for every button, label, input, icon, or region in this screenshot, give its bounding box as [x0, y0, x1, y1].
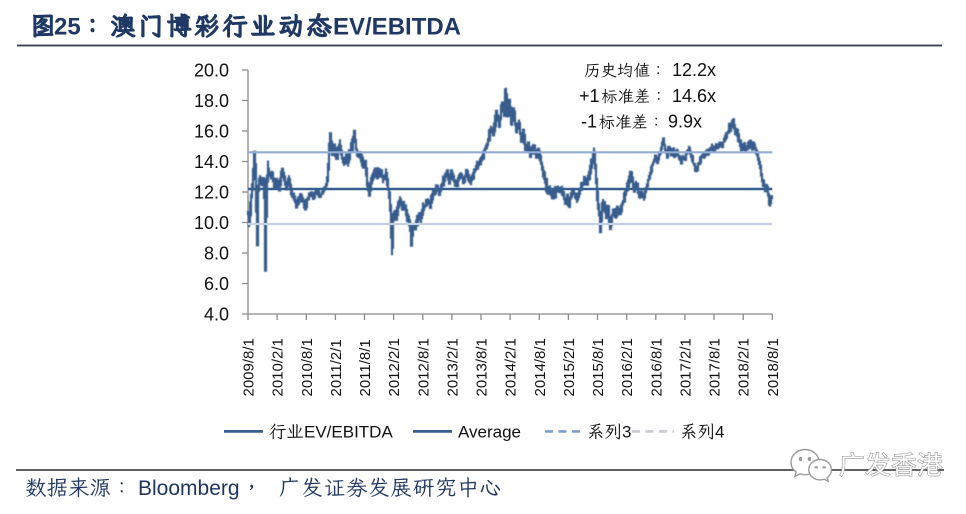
svg-text:2015/2/1: 2015/2/1	[561, 338, 578, 396]
svg-text:10.0: 10.0	[194, 213, 229, 233]
svg-text:EV/EBITDA: EV/EBITDA	[304, 423, 393, 442]
svg-text:2011/2/1: 2011/2/1	[328, 339, 345, 396]
svg-text:2016/8/1: 2016/8/1	[648, 338, 665, 396]
svg-text:2012/2/1: 2012/2/1	[386, 338, 403, 396]
svg-text:2012/8/1: 2012/8/1	[415, 338, 432, 396]
svg-text:EV/EBITDA: EV/EBITDA	[333, 14, 461, 41]
svg-text:2014/2/1: 2014/2/1	[503, 338, 520, 396]
svg-text:2011/8/1: 2011/8/1	[357, 339, 374, 396]
svg-text:2009/8/1: 2009/8/1	[241, 338, 258, 396]
svg-text:18.0: 18.0	[194, 91, 229, 111]
svg-text:+1: +1	[579, 86, 600, 106]
svg-text:2013/2/1: 2013/2/1	[444, 338, 461, 396]
svg-text:8.0: 8.0	[204, 243, 229, 263]
svg-text:25: 25	[54, 14, 81, 41]
svg-text:2018/8/1: 2018/8/1	[765, 338, 782, 396]
svg-text:2010/8/1: 2010/8/1	[299, 338, 316, 396]
svg-text:2015/8/1: 2015/8/1	[590, 338, 607, 396]
svg-text:2010/2/1: 2010/2/1	[270, 338, 287, 396]
svg-text:14.6x: 14.6x	[672, 86, 716, 106]
svg-text:9.9x: 9.9x	[668, 112, 702, 132]
svg-text:2017/8/1: 2017/8/1	[707, 338, 724, 396]
svg-text:14.0: 14.0	[194, 152, 229, 172]
svg-text:2014/8/1: 2014/8/1	[532, 338, 549, 396]
svg-text:Bloomberg: Bloomberg	[138, 477, 240, 500]
svg-text:4: 4	[715, 423, 724, 442]
svg-text:2013/8/1: 2013/8/1	[474, 338, 491, 396]
svg-text:2016/2/1: 2016/2/1	[619, 338, 636, 396]
svg-text:3: 3	[622, 423, 631, 442]
svg-text:2017/2/1: 2017/2/1	[677, 338, 694, 396]
svg-text:6.0: 6.0	[204, 274, 229, 294]
svg-text:4.0: 4.0	[204, 304, 229, 324]
svg-text:Average: Average	[458, 423, 521, 442]
svg-text:12.2x: 12.2x	[672, 60, 716, 80]
svg-text:12.0: 12.0	[194, 182, 229, 202]
svg-text:-1: -1	[581, 112, 597, 132]
svg-text:20.0: 20.0	[194, 60, 229, 80]
svg-text:2018/2/1: 2018/2/1	[736, 338, 753, 396]
svg-text:16.0: 16.0	[194, 121, 229, 141]
